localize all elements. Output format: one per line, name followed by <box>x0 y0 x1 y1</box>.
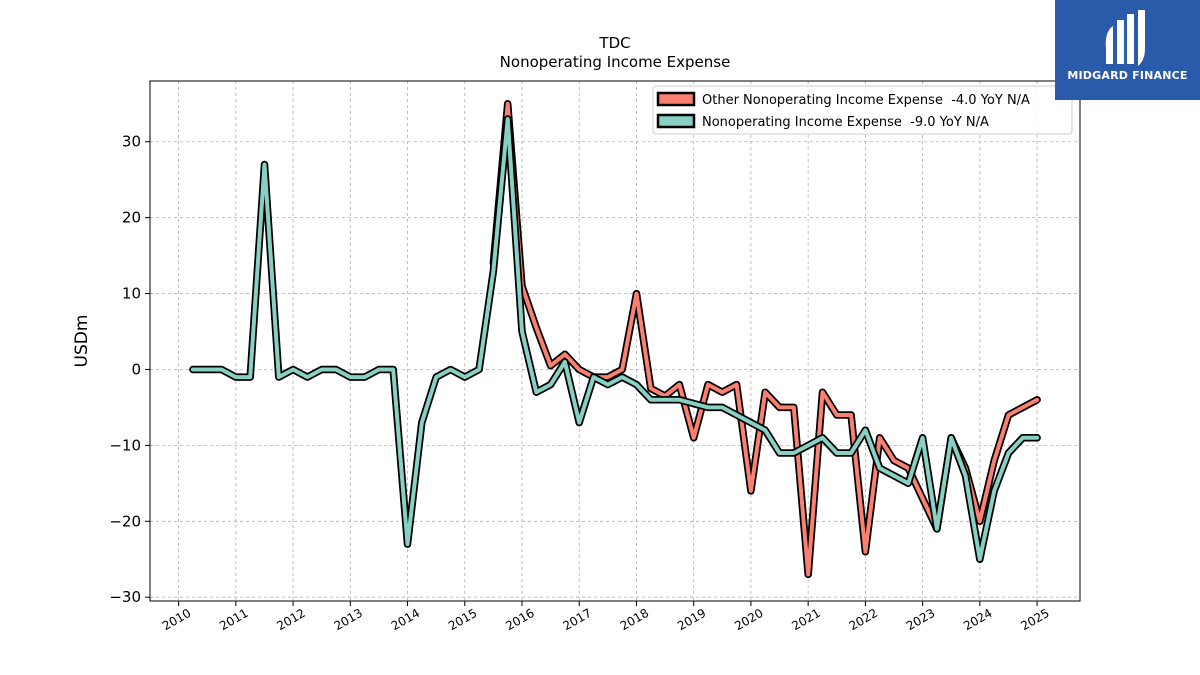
x-tick-label: 2020 <box>732 606 765 633</box>
y-tick-label: −10 <box>109 436 141 454</box>
brand-logo: MIDGARD FINANCE <box>1055 0 1200 100</box>
y-tick-label: 0 <box>131 360 141 378</box>
chart-title: TDC <box>598 34 630 52</box>
x-tick-label: 2023 <box>904 606 937 633</box>
series-line-nonoperating-income-expense <box>190 117 1040 562</box>
series-outline-other-nonoperating-income-expense <box>489 100 1041 579</box>
x-tick-label: 2010 <box>160 606 193 633</box>
brand-mark-icon <box>1105 10 1145 66</box>
y-tick-label: 30 <box>122 133 141 151</box>
chart-subtitle: Nonoperating Income Expense <box>500 53 731 71</box>
legend-swatch-total <box>656 113 696 129</box>
legend-label-other: Other Nonoperating Income Expense -4.0 Y… <box>702 93 1030 108</box>
legend: Other Nonoperating Income Expense -4.0 Y… <box>652 85 1073 135</box>
series-outline-nonoperating-income-expense <box>189 115 1041 563</box>
legend-box <box>652 85 1073 135</box>
y-tick-label: 20 <box>122 209 141 227</box>
y-tick-label: 10 <box>122 285 141 303</box>
x-tick-label: 2019 <box>675 606 708 633</box>
x-tick-label: 2018 <box>618 606 651 633</box>
series-line-other-nonoperating-income-expense <box>491 101 1040 577</box>
series-layer <box>189 100 1041 579</box>
x-tick-label: 2011 <box>217 606 250 633</box>
y-tick-label: −30 <box>109 588 141 606</box>
x-tick-label: 2022 <box>847 606 880 633</box>
x-tick-label: 2024 <box>961 606 994 633</box>
x-tick-label: 2017 <box>561 606 594 633</box>
x-tick-label: 2013 <box>332 606 365 633</box>
legend-label-total: Nonoperating Income Expense -9.0 YoY N/A <box>702 115 989 130</box>
legend-swatch-other <box>656 91 696 107</box>
x-tick-label: 2025 <box>1018 606 1051 633</box>
x-tick-label: 2014 <box>389 606 422 633</box>
plot-frame <box>149 80 1081 602</box>
tick-layer: 2010 2011 2012 2013 2014 2015 2016 2017 2018 2019… <box>109 133 1051 634</box>
x-tick-label: 2012 <box>274 606 307 633</box>
y-axis-label: USDm <box>72 315 92 368</box>
y-tick-label: −20 <box>109 512 141 530</box>
x-tick-label: 2021 <box>789 606 822 633</box>
brand-name: MIDGARD FINANCE <box>1067 69 1188 82</box>
x-tick-label: 2016 <box>503 606 536 633</box>
x-tick-label: 2015 <box>446 606 479 633</box>
